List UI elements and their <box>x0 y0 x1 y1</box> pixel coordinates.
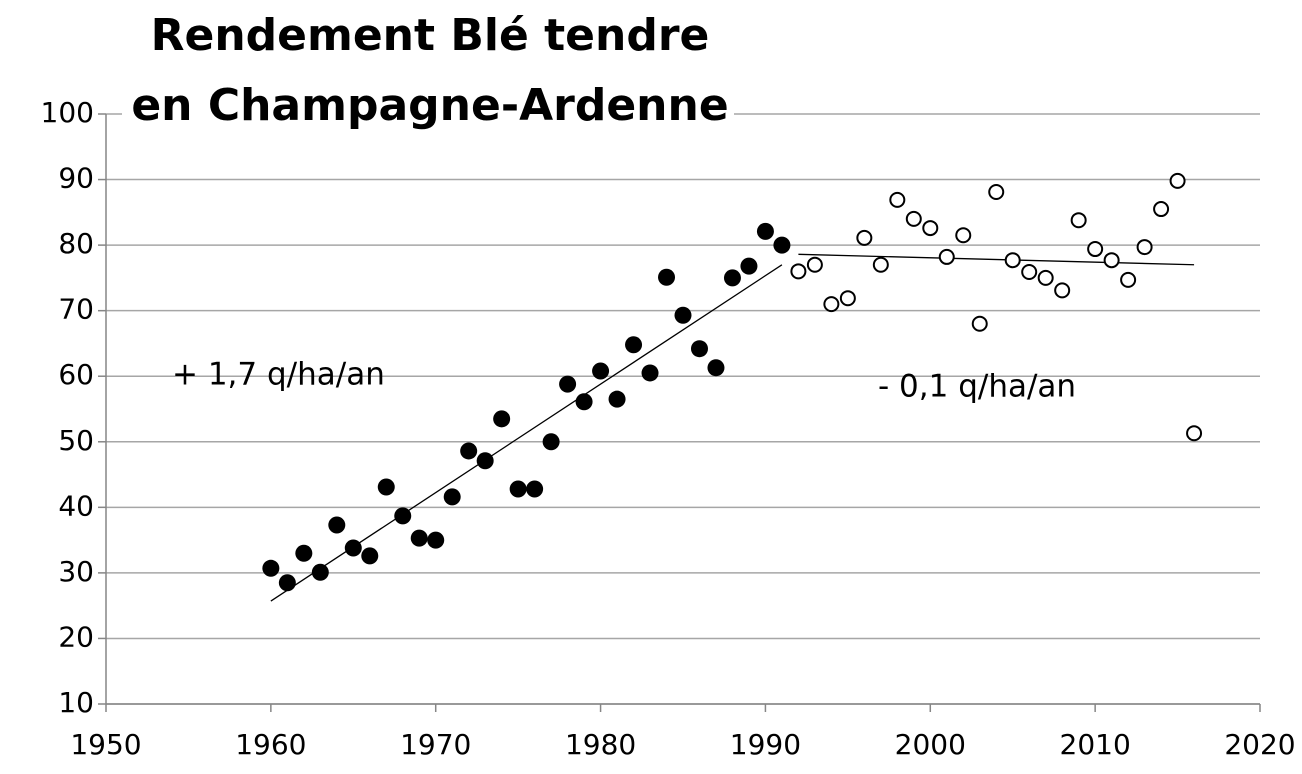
point <box>1103 252 1120 269</box>
point <box>592 362 610 380</box>
point <box>295 544 313 562</box>
point <box>278 574 296 592</box>
point <box>625 336 643 354</box>
point <box>790 263 807 280</box>
y-tick-label: 70 <box>58 293 94 326</box>
y-tick-label: 40 <box>58 489 94 522</box>
x-tick-label: 2000 <box>895 728 966 761</box>
point <box>773 236 791 254</box>
x-tick-label: 1970 <box>400 728 471 761</box>
x-tick-label: 2020 <box>1224 728 1295 761</box>
point <box>690 340 708 358</box>
point <box>1004 252 1021 269</box>
y-tick-label: 50 <box>58 424 94 457</box>
point <box>707 359 725 377</box>
point <box>723 269 741 287</box>
point <box>1169 172 1186 189</box>
title-background <box>122 86 734 136</box>
point <box>1070 212 1087 229</box>
point <box>460 442 478 460</box>
point <box>938 248 955 265</box>
point <box>1120 271 1137 288</box>
point <box>740 257 758 275</box>
point <box>1136 239 1153 256</box>
x-tick-label: 1960 <box>235 728 306 761</box>
point <box>443 488 461 506</box>
annotation: - 0,1 q/ha/an <box>878 369 1076 405</box>
point <box>674 306 692 324</box>
y-tick-label: 60 <box>58 358 94 391</box>
point <box>608 390 626 408</box>
point <box>641 364 659 382</box>
point <box>476 452 494 470</box>
point <box>361 547 379 565</box>
y-tick-label: 100 <box>41 96 94 129</box>
point <box>856 229 873 246</box>
point <box>262 559 280 577</box>
point <box>756 222 774 240</box>
point <box>509 480 527 498</box>
point <box>905 210 922 227</box>
point <box>344 539 362 557</box>
point <box>658 268 676 286</box>
point <box>427 531 445 549</box>
point <box>377 478 395 496</box>
point <box>823 296 840 313</box>
y-tick-label: 10 <box>58 686 94 719</box>
point <box>559 375 577 393</box>
annotation: + 1,7 q/ha/an <box>172 357 385 393</box>
point <box>410 529 428 547</box>
point <box>1087 241 1104 258</box>
point <box>806 256 823 273</box>
point <box>542 433 560 451</box>
point <box>1186 425 1203 442</box>
point <box>955 227 972 244</box>
point <box>311 563 329 581</box>
point <box>526 480 544 498</box>
point <box>872 256 889 273</box>
x-tick-label: 1950 <box>70 728 141 761</box>
y-tick-label: 90 <box>58 162 94 195</box>
point <box>575 393 593 411</box>
point <box>493 410 511 428</box>
x-tick-label: 1980 <box>565 728 636 761</box>
trend-line <box>798 253 1195 266</box>
point <box>1021 263 1038 280</box>
x-tick-label: 1990 <box>730 728 801 761</box>
point <box>1153 201 1170 218</box>
x-tick-label: 2010 <box>1060 728 1131 761</box>
point <box>328 516 346 534</box>
point <box>1037 269 1054 286</box>
point <box>922 220 939 237</box>
y-tick-label: 80 <box>58 227 94 260</box>
y-tick-label: 30 <box>58 555 94 588</box>
point <box>988 184 1005 201</box>
point <box>394 507 412 525</box>
point <box>889 191 906 208</box>
point <box>1054 282 1071 299</box>
point <box>839 290 856 307</box>
y-tick-label: 20 <box>58 620 94 653</box>
chart-title: Rendement Blé tendre <box>151 10 710 61</box>
chart-title: en Champagne-Ardenne <box>131 80 728 131</box>
point <box>971 315 988 332</box>
